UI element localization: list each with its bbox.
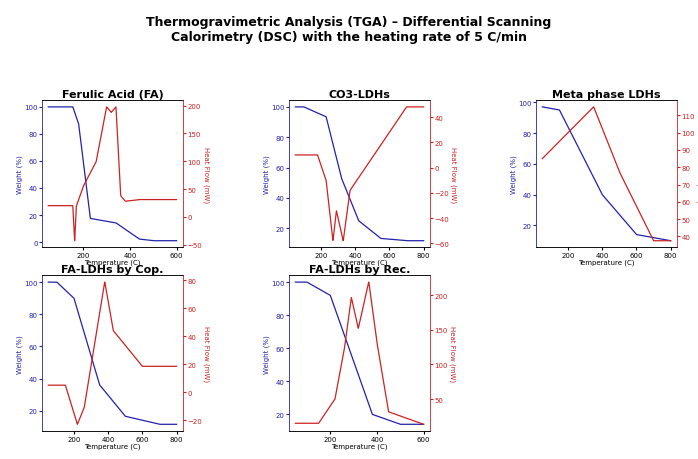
X-axis label: Temperature (C): Temperature (C) xyxy=(84,259,141,266)
Y-axis label: Weight (%): Weight (%) xyxy=(16,155,23,194)
X-axis label: Temperature (C): Temperature (C) xyxy=(332,259,387,266)
Y-axis label: Heat Flow (mW): Heat Flow (mW) xyxy=(449,325,456,381)
Y-axis label: Weight (%): Weight (%) xyxy=(16,334,23,373)
Title: Ferulic Acid (FA): Ferulic Acid (FA) xyxy=(61,90,163,100)
Text: Thermogravimetric Analysis (TGA) – Differential Scanning
Calorimetry (DSC) with : Thermogravimetric Analysis (TGA) – Diffe… xyxy=(147,16,551,44)
Title: FA-LDHs by Rec.: FA-LDHs by Rec. xyxy=(309,265,410,274)
X-axis label: Temperature (C): Temperature (C) xyxy=(332,443,387,449)
Y-axis label: Heat Flow (DSC): Heat Flow (DSC) xyxy=(696,146,698,203)
Title: CO3-LDHs: CO3-LDHs xyxy=(329,90,390,100)
Y-axis label: Weight (%): Weight (%) xyxy=(263,155,270,194)
Y-axis label: Heat Flow (mW): Heat Flow (mW) xyxy=(203,325,210,381)
X-axis label: Temperature (C): Temperature (C) xyxy=(578,259,634,266)
Y-axis label: Heat Flow (mW): Heat Flow (mW) xyxy=(203,146,210,202)
X-axis label: Temperature (C): Temperature (C) xyxy=(84,443,141,449)
Y-axis label: Weight (%): Weight (%) xyxy=(263,334,270,373)
Title: Meta phase LDHs: Meta phase LDHs xyxy=(552,90,661,100)
Y-axis label: Weight (%): Weight (%) xyxy=(510,155,517,194)
Y-axis label: Heat Flow (mW): Heat Flow (mW) xyxy=(450,146,457,202)
Title: FA-LDHs by Cop.: FA-LDHs by Cop. xyxy=(61,265,163,274)
